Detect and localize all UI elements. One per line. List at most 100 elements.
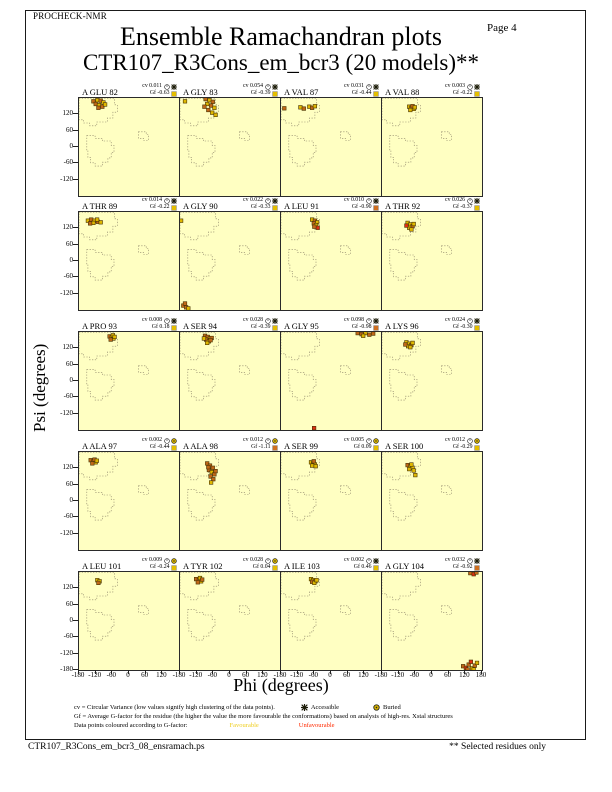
- subplot-header: A ALA 97 cv 0.002 Gf -0.44: [78, 436, 178, 451]
- ramachandran-subplot: A LEU 91 cv 0.010 Gf -0.90: [280, 196, 382, 311]
- phi-tick-label: -60: [207, 671, 217, 679]
- model-data-point: [474, 660, 480, 665]
- residue-label: A LEU 101: [82, 561, 122, 571]
- ramachandran-subplot: A TYR 102 cv 0.028 Gf 0.04: [179, 556, 281, 671]
- legend-cv-text: cv = Circular Variance (low values signi…: [74, 704, 275, 711]
- model-data-point: [208, 480, 214, 485]
- model-data-point: [371, 332, 376, 336]
- psi-tick-label: 60: [66, 125, 73, 134]
- ramachandran-plot: [280, 211, 382, 311]
- phi-tick-label: 120: [459, 671, 470, 679]
- model-data-point: [94, 458, 99, 463]
- model-data-point: [408, 107, 413, 113]
- residue-label: A ILE 103: [284, 561, 320, 571]
- residue-label: A GLY 104: [385, 561, 424, 571]
- psi-tick-mark: [73, 113, 78, 115]
- ramachandran-plot: [280, 97, 382, 197]
- psi-tick-mark: [73, 380, 78, 381]
- subplot-header: A SER 100 cv 0.012 Gf -0.29: [381, 436, 481, 451]
- ramachandran-plot: [280, 571, 382, 671]
- psi-tick-mark: [73, 620, 78, 621]
- model-data-point: [410, 340, 415, 346]
- phi-tick-mark: [94, 670, 96, 674]
- gf-value: Gf -0.63: [142, 90, 177, 97]
- cv-clock-icon: [365, 558, 372, 564]
- cv-clock-icon: [264, 84, 271, 90]
- ramachandran-subplot: A VAL 87 cv 0.031 Gf -0.44: [280, 82, 382, 197]
- footer-note: ** Selected residues only: [449, 742, 546, 752]
- residue-stats: cv 0.009 Gf -0.24: [142, 557, 177, 571]
- ramachandran-subplot: A ALA 97 cv 0.002 Gf -0.44: [78, 436, 180, 551]
- model-data-point: [298, 105, 303, 110]
- page-title: Ensemble Ramachandran plots: [119, 22, 443, 51]
- residue-label: A TYR 102: [183, 561, 223, 571]
- phi-tick-mark: [128, 670, 129, 674]
- ramachandran-plot: [381, 331, 483, 431]
- residue-stats: cv 0.012 Gf -0.29: [445, 437, 480, 451]
- model-data-point: [182, 301, 188, 306]
- residue-label: A SER 94: [183, 321, 218, 331]
- model-data-point: [413, 472, 418, 478]
- gf-square-icon: [474, 324, 480, 331]
- psi-tick-label: 60: [66, 599, 73, 608]
- phi-tick-label: 60: [444, 671, 452, 679]
- phi-tick-mark: [161, 670, 163, 674]
- phi-tick-label: 0: [429, 671, 433, 679]
- cv-value: cv 0.022: [243, 197, 278, 204]
- legend-line-3: Data points coloured according to G-fact…: [74, 721, 552, 730]
- gf-square-icon: [171, 324, 177, 331]
- phi-tick-label: -60: [409, 671, 419, 679]
- model-data-point: [466, 662, 471, 667]
- phi-tick-label: 120: [156, 671, 167, 679]
- residue-label: A GLY 90: [183, 201, 218, 211]
- gf-value: Gf -0.44: [344, 90, 379, 97]
- gf-square-icon: [474, 90, 480, 97]
- subplot-header: A LEU 101 cv 0.009 Gf -0.24: [78, 556, 178, 571]
- residue-label: A THR 92: [385, 201, 421, 211]
- phi-tick-mark: [381, 670, 382, 674]
- model-data-point: [200, 577, 205, 582]
- psi-tick-label: 0: [69, 256, 74, 264]
- model-data-point: [367, 332, 372, 337]
- psi-tick-label: 120: [62, 343, 74, 352]
- residue-label: A VAL 87: [284, 87, 319, 97]
- x-axis-label: Phi (degrees): [233, 675, 329, 695]
- psi-tick-label: 120: [62, 223, 74, 232]
- phi-tick-mark: [78, 670, 79, 674]
- subplot-header: A TYR 102 cv 0.028 Gf 0.04: [179, 556, 279, 571]
- model-data-point: [355, 332, 360, 336]
- cv-clock-icon: [365, 198, 372, 204]
- gf-square-icon: [474, 444, 480, 451]
- ramachandran-subplot: A LEU 101 cv 0.009 Gf -0.24: [78, 556, 180, 671]
- model-data-point: [102, 102, 108, 107]
- model-data-point: [96, 580, 101, 586]
- residue-label: A PRO 93: [82, 321, 117, 331]
- residue-stats: cv 0.002 Gf 0.46: [344, 557, 379, 571]
- residue-stats: cv 0.005 Gf 0.09: [344, 437, 379, 451]
- cv-value: cv 0.028: [243, 317, 278, 324]
- gf-value: Gf -0.37: [445, 204, 480, 211]
- accessible-star-icon: [474, 317, 480, 324]
- ramachandran-plot: [78, 97, 180, 197]
- psi-tick-label: -180: [60, 665, 73, 673]
- phi-tick-mark: [464, 670, 466, 674]
- residue-stats: cv 0.028 Gf -0.39: [243, 317, 278, 331]
- model-data-point: [180, 218, 184, 223]
- psi-tick-label: 0: [69, 496, 74, 504]
- gf-value: Gf 0.46: [344, 564, 379, 571]
- buried-circle-icon: [272, 558, 278, 564]
- cv-clock-icon: [163, 198, 170, 204]
- ramachandran-plot: [78, 571, 180, 671]
- psi-tick-mark: [73, 260, 78, 261]
- ramachandran-plot: [280, 331, 382, 431]
- residue-stats: cv 0.098 Gf -0.98: [344, 317, 379, 331]
- accessible-star-icon: [272, 83, 278, 90]
- model-data-point: [90, 461, 95, 466]
- cv-clock-icon: [264, 438, 271, 444]
- psi-tick-label: 60: [66, 359, 73, 368]
- model-data-point: [409, 227, 414, 232]
- gf-value: Gf 0.04: [243, 564, 278, 571]
- accessible-star-icon: [474, 83, 480, 90]
- residue-stats: cv 0.014 Gf -0.22: [142, 197, 177, 211]
